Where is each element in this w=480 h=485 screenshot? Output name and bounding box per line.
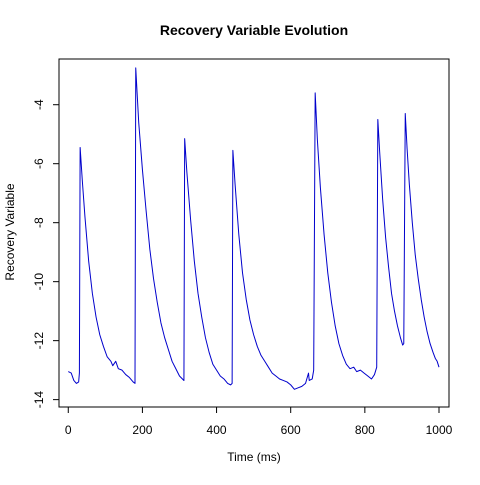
x-tick-label: 200 bbox=[132, 423, 152, 437]
y-tick-label: -12 bbox=[32, 332, 46, 350]
y-tick-label: -10 bbox=[32, 273, 46, 291]
y-axis-label: Recovery Variable bbox=[3, 183, 17, 280]
x-tick-label: 400 bbox=[207, 423, 227, 437]
x-tick-label: 1000 bbox=[426, 423, 453, 437]
y-tick-label: -8 bbox=[32, 217, 46, 228]
y-axis: -14 -12 -10 -8 -6 -4 bbox=[32, 99, 59, 408]
series-line bbox=[68, 67, 440, 390]
y-tick-label: -4 bbox=[32, 99, 46, 110]
x-tick-label: 800 bbox=[355, 423, 375, 437]
y-tick-label: -14 bbox=[32, 391, 46, 409]
x-tick-label: 0 bbox=[65, 423, 72, 437]
y-tick-label: -6 bbox=[32, 158, 46, 169]
x-axis: 0 200 400 600 800 1000 bbox=[65, 407, 453, 437]
plot-frame bbox=[58, 58, 450, 408]
x-tick-label: 600 bbox=[281, 423, 301, 437]
chart-title: Recovery Variable Evolution bbox=[160, 22, 348, 38]
x-axis-label: Time (ms) bbox=[227, 450, 281, 464]
series-layer bbox=[68, 67, 440, 390]
